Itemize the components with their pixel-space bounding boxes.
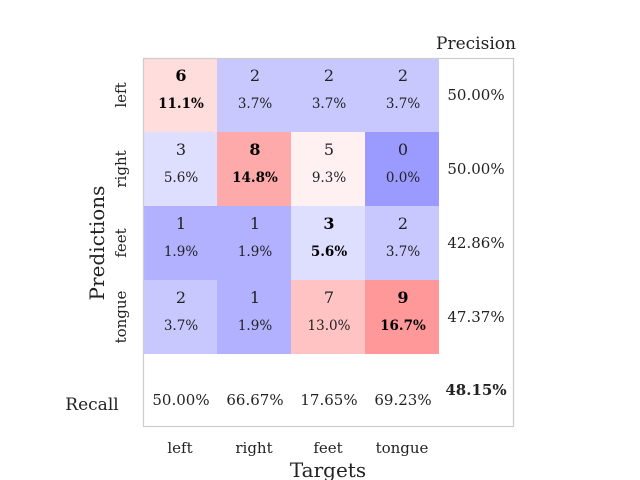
matrix-cell <box>291 132 365 206</box>
matrix-cell <box>217 132 291 206</box>
matrix-cell-labels: 6 11.1% 2 3.7% 2 3.7% 2 3.7% 3 5.6% 8 14.8% 5 9.3% 0 0.… <box>158 66 426 334</box>
cell-percent: 3.7% <box>164 318 198 334</box>
matrix-cell <box>143 280 217 354</box>
cell-percent: 0.0% <box>386 170 420 186</box>
matrix-cell <box>291 206 365 280</box>
recall-value: 50.00% <box>152 391 209 409</box>
cell-count: 5 <box>324 140 334 159</box>
cell-percent: 9.3% <box>312 170 346 186</box>
cell-count: 9 <box>397 288 408 307</box>
matrix-cell <box>217 58 291 132</box>
matrix-cell <box>143 58 217 132</box>
cell-percent: 1.9% <box>238 318 272 334</box>
matrix-cell <box>365 58 439 132</box>
y-axis-label: Predictions <box>85 186 109 301</box>
cell-count: 2 <box>176 288 186 307</box>
cell-count: 6 <box>175 66 186 85</box>
x-tick-label: right <box>235 439 272 457</box>
matrix-cells <box>143 58 439 354</box>
recall-value: 17.65% <box>300 391 357 409</box>
precision-header: Precision <box>436 34 516 54</box>
cell-count: 2 <box>398 214 408 233</box>
y-tick-label: tongue <box>112 290 130 343</box>
matrix-cell <box>365 206 439 280</box>
precision-value: 42.86% <box>447 234 504 252</box>
recall-row: 50.00% 66.67% 17.65% 69.23% <box>152 391 431 409</box>
precision-value: 47.37% <box>447 308 504 326</box>
cell-percent: 13.0% <box>308 318 351 334</box>
precision-value: 50.00% <box>447 86 504 104</box>
cell-count: 1 <box>176 214 186 233</box>
cell-percent: 1.9% <box>238 244 272 260</box>
cell-count: 1 <box>250 214 260 233</box>
cell-count: 7 <box>324 288 334 307</box>
matrix-cell <box>143 206 217 280</box>
cell-count: 2 <box>398 66 408 85</box>
matrix-cell <box>365 280 439 354</box>
matrix-cell <box>143 132 217 206</box>
cell-count: 1 <box>250 288 260 307</box>
precision-column: 50.00% 50.00% 42.86% 47.37% <box>447 86 504 326</box>
cell-count: 3 <box>176 140 186 159</box>
axis-ticks: left right feet tongue left right feet tongue <box>112 82 429 457</box>
cell-percent: 1.9% <box>164 244 198 260</box>
recall-header: Recall <box>65 395 118 415</box>
x-tick-label: tongue <box>376 439 429 457</box>
cell-percent: 14.8% <box>232 170 278 186</box>
recall-value: 66.67% <box>226 391 283 409</box>
matrix-cell <box>217 206 291 280</box>
y-tick-label: feet <box>112 228 130 257</box>
cell-percent: 3.7% <box>238 96 272 112</box>
cell-count: 8 <box>249 140 260 159</box>
cell-percent: 3.7% <box>386 244 420 260</box>
cell-percent: 11.1% <box>158 96 204 112</box>
cell-count: 2 <box>324 66 334 85</box>
matrix-cell <box>217 280 291 354</box>
matrix-cell <box>291 280 365 354</box>
cell-count: 0 <box>398 140 408 159</box>
y-tick-label: right <box>112 150 130 187</box>
cell-percent: 3.7% <box>386 96 420 112</box>
y-tick-label: left <box>112 82 130 107</box>
cell-count: 3 <box>323 214 334 233</box>
cell-percent: 3.7% <box>312 96 346 112</box>
precision-value: 50.00% <box>447 160 504 178</box>
cell-percent: 16.7% <box>380 318 426 334</box>
overall-accuracy: 48.15% <box>445 381 506 399</box>
x-tick-label: left <box>167 439 192 457</box>
x-axis-label: Targets <box>290 458 366 480</box>
matrix-cell <box>291 58 365 132</box>
cell-percent: 5.6% <box>164 170 198 186</box>
cell-count: 2 <box>250 66 260 85</box>
x-tick-label: feet <box>313 439 342 457</box>
recall-value: 69.23% <box>374 391 431 409</box>
plot-frame <box>142 57 515 428</box>
matrix-cell <box>365 132 439 206</box>
cell-percent: 5.6% <box>311 244 347 260</box>
